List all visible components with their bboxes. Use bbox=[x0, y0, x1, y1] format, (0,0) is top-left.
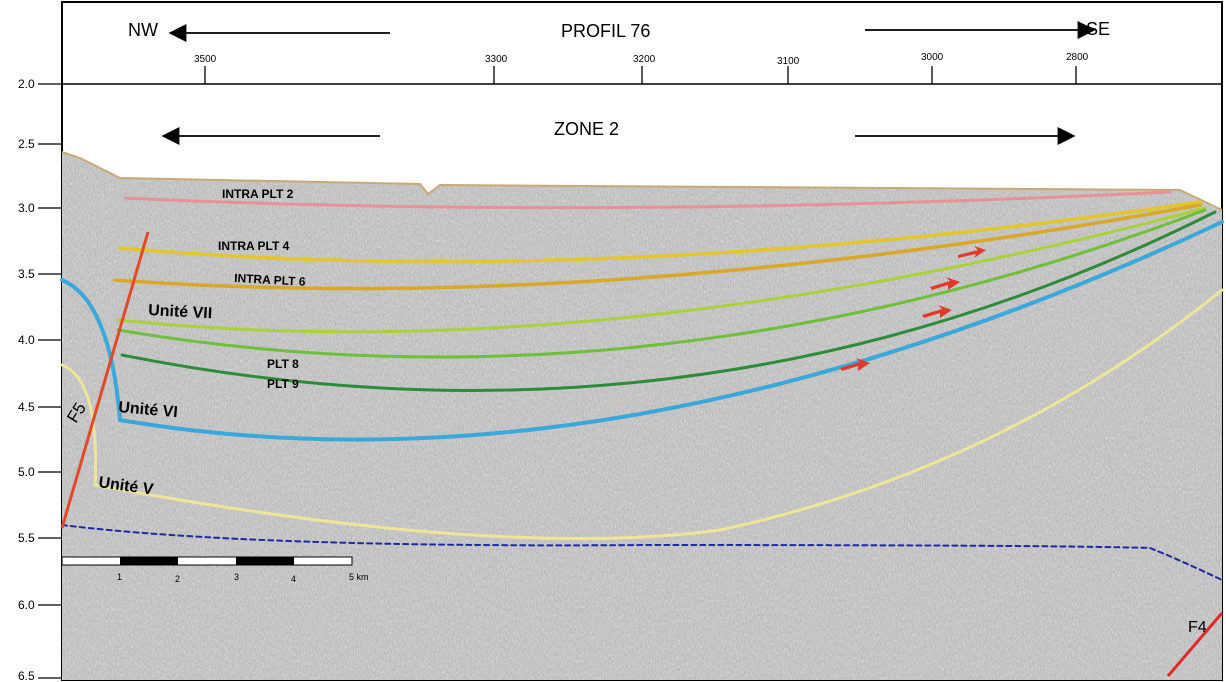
label-plt-8: PLT 8 bbox=[267, 357, 299, 371]
horizon-plt-8 bbox=[116, 208, 1207, 359]
depth-tick-label: 4.5 bbox=[18, 400, 35, 414]
horizon-intra-plt-6 bbox=[113, 203, 1202, 291]
red-arrow-3 bbox=[922, 305, 952, 318]
onlap-arrows bbox=[840, 246, 986, 371]
top-tick-label: 2800 bbox=[1066, 52, 1089, 63]
top-tick-label: 3500 bbox=[194, 54, 217, 65]
top-tick-label: 3000 bbox=[921, 52, 944, 63]
scale-label: 4 bbox=[291, 574, 296, 584]
horizon-unite-vii bbox=[116, 206, 1207, 334]
depth-tick-label: 4.0 bbox=[18, 333, 35, 347]
label-intra-plt-6: INTRA PLT 6 bbox=[234, 271, 306, 289]
scale-label: 3 bbox=[234, 572, 239, 582]
red-arrow-2 bbox=[930, 277, 960, 290]
fault-f5 bbox=[60, 231, 150, 529]
depth-tick-label: 3.5 bbox=[18, 267, 35, 281]
top-axis-ticks bbox=[204, 66, 1077, 84]
scale-label: 5 km bbox=[349, 572, 369, 582]
horizon-unite-v bbox=[60, 288, 1224, 541]
fault-f4 bbox=[1166, 612, 1224, 677]
horizons bbox=[60, 190, 1224, 581]
depth-axis-ticks bbox=[38, 83, 62, 679]
direction-nw: NW bbox=[128, 20, 158, 40]
label-plt-9: PLT 9 bbox=[267, 377, 299, 391]
top-tick-label: 3300 bbox=[485, 54, 508, 65]
direction-se: SE bbox=[1086, 19, 1110, 39]
profile-title: PROFIL 76 bbox=[561, 21, 650, 41]
depth-tick-label: 2.0 bbox=[18, 77, 35, 91]
red-arrow-1 bbox=[958, 246, 986, 258]
top-tick-label: 3200 bbox=[633, 54, 656, 65]
depth-tick-label: 5.0 bbox=[18, 465, 35, 479]
depth-tick-label: 6.5 bbox=[18, 669, 35, 682]
depth-tick-label: 5.5 bbox=[18, 531, 35, 545]
label-intra-plt-2: INTRA PLT 2 bbox=[222, 187, 294, 201]
red-arrow-4 bbox=[840, 358, 870, 371]
label-intra-plt-4: INTRA PLT 4 bbox=[218, 239, 290, 253]
horizon-base-dashed bbox=[61, 524, 1223, 581]
label-unite-vi: Unité VI bbox=[118, 399, 179, 421]
scale-label: 1 bbox=[117, 572, 122, 582]
depth-tick-label: 2.5 bbox=[18, 137, 35, 151]
label-fault-f4: F4 bbox=[1188, 619, 1207, 636]
seafloor-line bbox=[61, 151, 1223, 211]
zone-label: ZONE 2 bbox=[554, 119, 619, 139]
depth-tick-label: 6.0 bbox=[18, 598, 35, 612]
label-unite-vii: Unité VII bbox=[148, 302, 213, 322]
scale-label: 2 bbox=[175, 574, 180, 584]
seismic-section bbox=[62, 152, 1222, 680]
top-tick-label: 3100 bbox=[777, 56, 800, 67]
horizon-unite-vi bbox=[60, 220, 1224, 442]
horizon-intra-plt-4 bbox=[118, 200, 1202, 264]
horizon-plt-9 bbox=[120, 210, 1217, 392]
depth-tick-label: 3.0 bbox=[18, 201, 35, 215]
horizon-intra-plt-2 bbox=[123, 190, 1172, 210]
scale-bar bbox=[61, 556, 353, 566]
